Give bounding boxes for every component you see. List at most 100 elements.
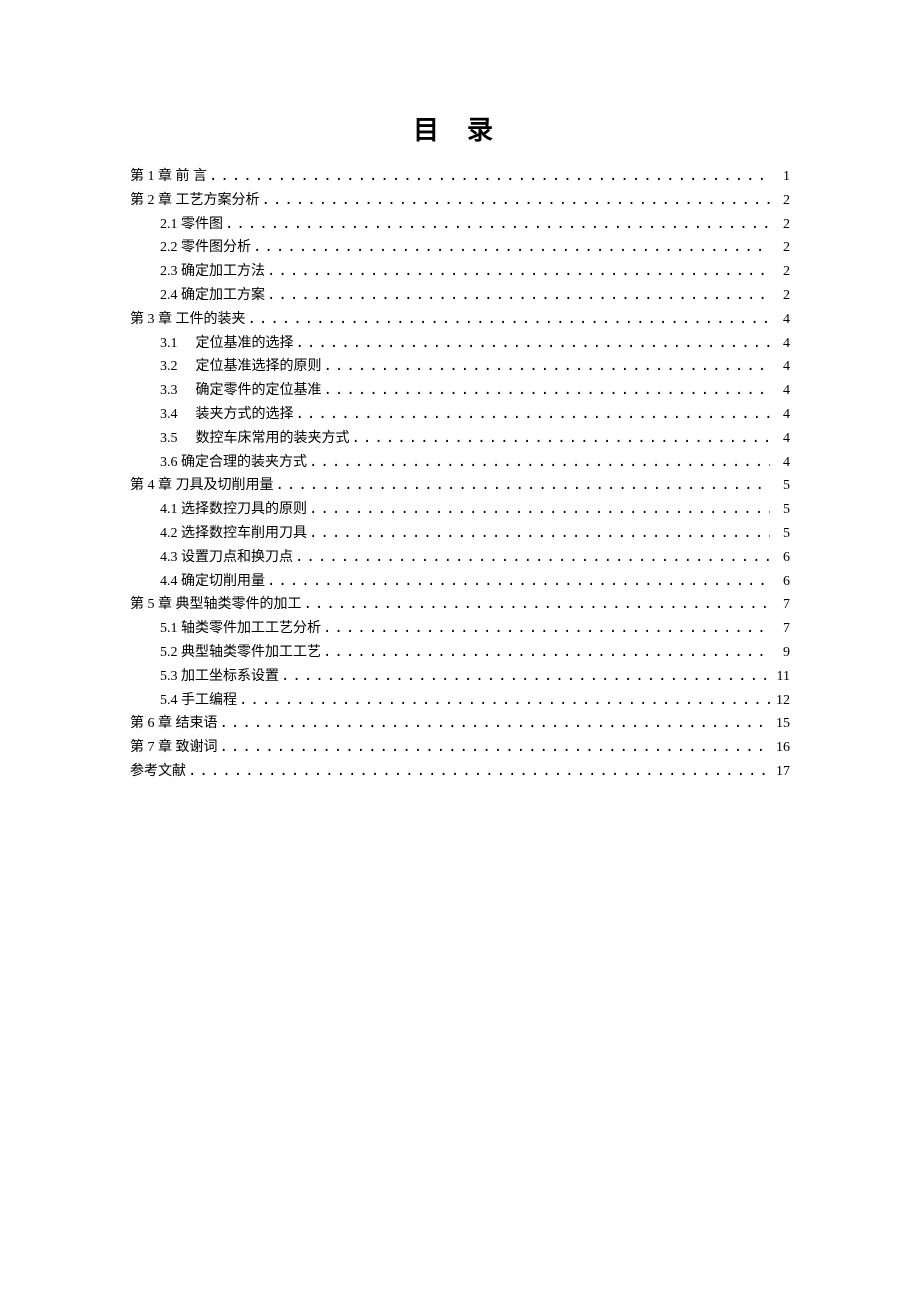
toc-entry-page: 2	[772, 189, 790, 213]
toc-entry: 2.1 零件图 2	[130, 213, 790, 237]
toc-leader-dots	[352, 427, 771, 451]
toc-entry: 2.3 确定加工方法2	[130, 260, 790, 284]
toc-entry-num: 3.3	[160, 383, 178, 398]
toc-entry: 5.4 手工编程 12	[130, 689, 790, 713]
toc-leader-dots	[209, 165, 770, 189]
toc-entry-page: 4	[772, 451, 790, 475]
toc-entry-label: 4.4 确定切削用量	[160, 570, 265, 594]
toc-entry: 第 7 章 致谢词 16	[130, 736, 790, 760]
toc-entry-num: 3.2	[160, 359, 178, 374]
toc-leader-dots	[324, 355, 771, 379]
toc-entry-label: 5.2 典型轴类零件加工工艺	[160, 641, 321, 665]
toc-entry: 3.5数控车床常用的装夹方式4	[130, 427, 790, 451]
toc-leader-dots	[304, 593, 771, 617]
toc-entry-label: 4.3 设置刀点和换刀点	[160, 546, 293, 570]
toc-entry-page: 16	[772, 736, 790, 760]
toc-entry-page: 7	[772, 617, 790, 641]
toc-entry: 5.3 加工坐标系设置 11	[130, 665, 790, 689]
toc-title: 目录	[144, 110, 790, 147]
toc-entry-label: 3.6 确定合理的装夹方式	[160, 451, 307, 475]
toc-entry-label: 5.1 轴类零件加工工艺分析	[160, 617, 321, 641]
toc-entry-label: 2.2 零件图分析	[160, 236, 251, 260]
toc-entry-label: 2.4 确定加工方案	[160, 284, 265, 308]
toc-leader-dots	[188, 760, 770, 784]
toc-entry-page: 7	[772, 593, 790, 617]
toc-entry-page: 4	[772, 332, 790, 356]
toc-entry: 第 4 章 刀具及切削用量 5	[130, 474, 790, 498]
toc-entry-label: 第 1 章 前 言	[130, 165, 207, 189]
toc-leader-dots	[323, 617, 770, 641]
toc-entry: 3.1定位基准的选择 4	[130, 332, 790, 356]
toc-entry: 4.2 选择数控车削用刀具 5	[130, 522, 790, 546]
toc-entry-page: 15	[772, 712, 790, 736]
toc-entry-page: 5	[772, 522, 790, 546]
toc-entry: 2.2 零件图分析2	[130, 236, 790, 260]
toc-leader-dots	[324, 379, 771, 403]
toc-leader-dots	[248, 308, 771, 332]
toc-leader-dots	[262, 189, 771, 213]
toc-entry: 第 1 章 前 言 1	[130, 165, 790, 189]
toc-entry-page: 2	[772, 213, 790, 237]
toc-entry-label: 4.1 选择数控刀具的原则	[160, 498, 307, 522]
toc-entry-label: 第 3 章 工件的装夹	[130, 308, 246, 332]
toc-entry: 4.1 选择数控刀具的原则 5	[130, 498, 790, 522]
toc-entry-label: 第 5 章 典型轴类零件的加工	[130, 593, 302, 617]
toc-entry-page: 2	[772, 284, 790, 308]
toc-leader-dots	[309, 498, 770, 522]
toc-leader-dots	[323, 641, 770, 665]
toc-entry: 3.2定位基准选择的原则 4	[130, 355, 790, 379]
toc-entry-page: 4	[772, 308, 790, 332]
toc-entry-num: 3.1	[160, 336, 178, 351]
toc-entry: 3.4装夹方式的选择 4	[130, 403, 790, 427]
toc-entry-page: 4	[772, 379, 790, 403]
toc-entry-label: 4.2 选择数控车削用刀具	[160, 522, 307, 546]
toc-entry-page: 9	[772, 641, 790, 665]
toc-entry-label: 3.1定位基准的选择	[160, 332, 294, 356]
toc-leader-dots	[225, 213, 770, 237]
toc-entry-label: 第 4 章 刀具及切削用量	[130, 474, 274, 498]
toc-leader-dots	[267, 570, 770, 594]
toc-leader-dots	[276, 474, 771, 498]
toc-entry-label: 3.4装夹方式的选择	[160, 403, 294, 427]
toc-entry: 3.3确定零件的定位基准 4	[130, 379, 790, 403]
toc-entry-page: 12	[772, 689, 790, 713]
toc-entry-label: 3.2定位基准选择的原则	[160, 355, 322, 379]
toc-leader-dots	[309, 522, 770, 546]
toc-leader-dots	[281, 665, 770, 689]
toc-entry-label: 5.3 加工坐标系设置	[160, 665, 279, 689]
toc-entry-page: 17	[772, 760, 790, 784]
toc-entry: 4.3 设置刀点和换刀点 6	[130, 546, 790, 570]
toc-entry-page: 6	[772, 546, 790, 570]
toc-entry: 5.1 轴类零件加工工艺分析 7	[130, 617, 790, 641]
toc-entry-label: 第 2 章 工艺方案分析	[130, 189, 260, 213]
toc-entry-num: 3.5	[160, 431, 178, 446]
toc-entry-num: 3.4	[160, 407, 178, 422]
toc-entry-label: 3.3确定零件的定位基准	[160, 379, 322, 403]
toc-entry: 2.4 确定加工方案 2	[130, 284, 790, 308]
toc-leader-dots	[296, 403, 771, 427]
toc-entry: 3.6 确定合理的装夹方式 4	[130, 451, 790, 475]
toc-entry-page: 4	[772, 403, 790, 427]
toc-entry: 第 6 章 结束语 15	[130, 712, 790, 736]
toc-entry-label: 第 7 章 致谢词	[130, 736, 218, 760]
toc-entry-label: 2.1 零件图	[160, 213, 223, 237]
toc-entry-page: 5	[772, 474, 790, 498]
toc-entry: 第 5 章 典型轴类零件的加工 7	[130, 593, 790, 617]
toc-entry-page: 5	[772, 498, 790, 522]
toc-leader-dots	[295, 546, 770, 570]
toc-leader-dots	[220, 736, 771, 760]
toc-leader-dots	[267, 284, 770, 308]
toc-entry-label: 3.5数控车床常用的装夹方式	[160, 427, 350, 451]
toc-entry: 参考文献17	[130, 760, 790, 784]
toc-entry-page: 1	[772, 165, 790, 189]
toc-entry-label: 5.4 手工编程	[160, 689, 237, 713]
toc-entry-page: 11	[772, 665, 790, 689]
toc-leader-dots	[267, 260, 770, 284]
toc-entry-page: 4	[772, 355, 790, 379]
toc-entry-page: 2	[772, 260, 790, 284]
toc-leader-dots	[220, 712, 771, 736]
toc-entry: 第 3 章 工件的装夹 4	[130, 308, 790, 332]
toc-entry-label: 第 6 章 结束语	[130, 712, 218, 736]
toc-entry-page: 6	[772, 570, 790, 594]
toc-leader-dots	[239, 689, 770, 713]
